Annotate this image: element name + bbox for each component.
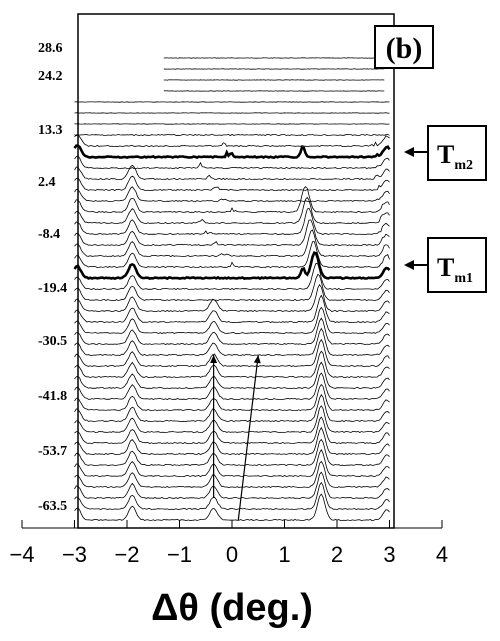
trace — [74, 241, 390, 269]
trace — [74, 207, 390, 236]
temperature-label: 24.2 — [38, 69, 63, 84]
trace — [74, 175, 390, 192]
panel-label-text: (b) — [386, 32, 423, 65]
trace — [74, 372, 390, 401]
trace — [74, 394, 390, 423]
x-tick-label: −4 — [9, 542, 34, 567]
x-tick-label: −3 — [62, 542, 87, 567]
trace — [74, 186, 390, 214]
arrow-group — [210, 354, 261, 521]
x-axis-label: Δθ (deg.) — [151, 587, 313, 629]
tm2-callout: Tm2 — [404, 125, 487, 181]
trend-arrowhead — [210, 355, 218, 363]
x-tick-label: 4 — [436, 542, 448, 567]
temperature-label: -19.4 — [38, 281, 67, 296]
trace — [74, 164, 390, 181]
trace — [74, 448, 390, 478]
x-tick-label: 1 — [278, 542, 290, 567]
trace — [74, 460, 390, 489]
trace — [74, 327, 390, 357]
trace — [74, 283, 390, 313]
tm1-arrowhead — [404, 260, 414, 270]
trace — [74, 155, 390, 170]
trace — [74, 471, 390, 500]
trace — [74, 317, 390, 346]
temperature-label: -30.5 — [38, 334, 67, 349]
trace — [74, 186, 390, 203]
trace — [74, 361, 390, 390]
tm2-arrowhead — [404, 147, 414, 157]
trend-arrowhead — [253, 355, 261, 364]
x-tick-label: −2 — [114, 542, 139, 567]
trace — [74, 133, 390, 137]
tm2-box — [427, 125, 487, 181]
panel-label: (b) — [374, 25, 434, 69]
trace — [74, 273, 390, 302]
temperature-label: -63.5 — [38, 499, 67, 514]
bold-trace — [73, 144, 391, 160]
temperature-label: 13.3 — [38, 123, 63, 138]
trace — [74, 438, 390, 467]
tm1-box — [427, 237, 487, 293]
tm2-label: Tm2 — [437, 140, 473, 173]
trace — [74, 196, 390, 225]
panel-label-box — [374, 25, 434, 69]
temperature-label: -41.8 — [38, 389, 67, 404]
trace — [74, 306, 390, 335]
tm1-callout: Tm1 — [404, 237, 487, 293]
x-tick-label: 0 — [226, 542, 238, 567]
x-axis: −4 −3 −2 −1 0 1 2 3 4 — [9, 520, 448, 567]
x-tick-label: 2 — [331, 542, 343, 567]
trend-arrow — [237, 354, 259, 521]
temperature-axis: 28.6 24.2 13.3 2.4 -8.4 -19.4 -30.5 -41.… — [38, 41, 67, 514]
trace — [74, 229, 390, 258]
temperature-label: -53.7 — [38, 444, 67, 459]
trace — [74, 426, 390, 456]
trace — [74, 262, 390, 291]
temperature-label: 2.4 — [38, 175, 56, 190]
x-tick-label: 3 — [383, 542, 395, 567]
temperature-label: 28.6 — [38, 41, 63, 56]
trace — [74, 219, 390, 247]
temperature-label: -8.4 — [38, 227, 60, 242]
trace — [74, 405, 390, 434]
x-tick-label: −1 — [167, 542, 192, 567]
trace — [74, 294, 390, 324]
trace — [74, 338, 390, 368]
trace — [74, 416, 390, 445]
trace — [74, 383, 390, 412]
trace — [74, 481, 390, 511]
trace — [74, 134, 390, 148]
trace — [74, 350, 390, 379]
trace-group — [73, 57, 391, 522]
tm1-label: Tm1 — [437, 253, 473, 286]
bold-trace — [73, 251, 391, 281]
